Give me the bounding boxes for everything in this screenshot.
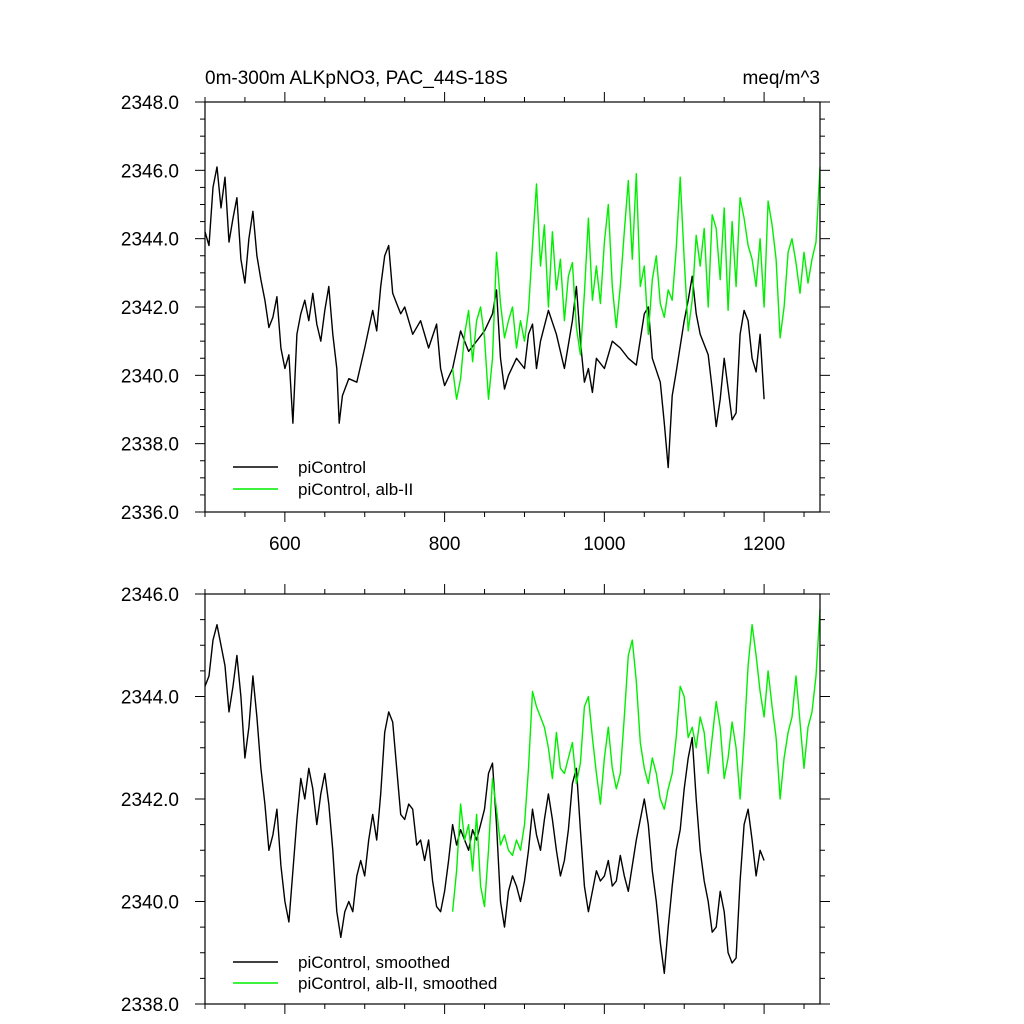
y-tick-label: 2338.0: [121, 435, 179, 456]
legend-label-alb-ii: piControl, alb-II: [298, 480, 413, 499]
y-tick-label: 2344.0: [121, 230, 179, 251]
x-tick-label: 800: [429, 534, 461, 555]
y-tick-label: 2342.0: [121, 298, 179, 319]
legend-label-picontrol: piControl: [298, 458, 366, 477]
panel-bottom-legend: piControl, smoothed piControl, alb-II, s…: [233, 953, 497, 993]
legend-label-alb-ii-smoothed: piControl, alb-II, smoothed: [298, 974, 497, 993]
panel-top-ticks: 600 800 1000 1200 2336.0 2338.0 2340.0 2342.0 23…: [121, 92, 830, 555]
y-tick-label: 2336.0: [121, 503, 179, 524]
panel-bottom-series: [204, 609, 821, 974]
y-tick-label: 2340.0: [121, 893, 179, 914]
panel-top: 0m-300m ALKpNO3, PAC_44S-18S meq/m^3 600…: [121, 68, 830, 555]
series-line-1: [451, 609, 821, 912]
series-line-0: [204, 166, 765, 469]
panel-top-series: [204, 166, 821, 469]
panel-bottom: 2338.0 2340.0 2342.0 2344.0 2346.0 piControl…: [121, 584, 830, 1016]
legend-label-picontrol-smoothed: piControl, smoothed: [298, 953, 450, 972]
x-tick-label: 1200: [743, 534, 785, 555]
x-tick-label: 1000: [583, 534, 625, 555]
series-line-1: [451, 166, 821, 400]
x-tick-label: 600: [269, 534, 301, 555]
panel-top-title: 0m-300m ALKpNO3, PAC_44S-18S: [205, 68, 508, 89]
panel-bottom-ticks: 2338.0 2340.0 2342.0 2344.0 2346.0: [121, 584, 830, 1016]
y-tick-label: 2346.0: [121, 161, 179, 182]
y-tick-label: 2344.0: [121, 688, 179, 709]
y-tick-label: 2346.0: [121, 585, 179, 606]
y-tick-label: 2340.0: [121, 366, 179, 387]
y-tick-label: 2342.0: [121, 790, 179, 811]
series-line-0: [204, 624, 765, 974]
panel-top-legend: piControl piControl, alb-II: [233, 458, 413, 499]
y-tick-label: 2348.0: [121, 93, 179, 114]
panel-top-units: meq/m^3: [742, 68, 820, 89]
y-tick-label: 2338.0: [121, 995, 179, 1016]
